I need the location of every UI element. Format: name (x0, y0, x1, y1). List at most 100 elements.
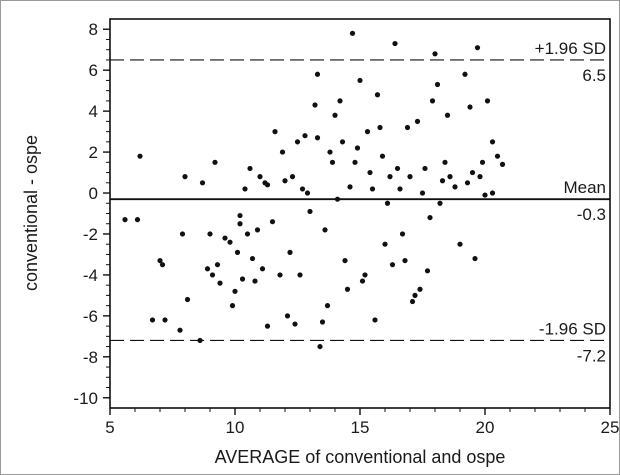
y-tick-label: 8 (89, 20, 98, 39)
reference-line-value: 6.5 (582, 66, 606, 85)
data-point (254, 227, 261, 233)
data-point (342, 257, 348, 264)
data-point (277, 272, 283, 278)
data-point (204, 266, 211, 272)
data-point (329, 159, 336, 165)
data-point (482, 192, 488, 198)
data-point (312, 102, 318, 108)
data-point (382, 241, 388, 247)
y-tick-label: 4 (89, 102, 98, 121)
data-point (387, 174, 393, 180)
y-tick-label: 2 (89, 143, 98, 162)
data-point (422, 165, 428, 172)
data-point (427, 214, 433, 221)
data-point (397, 186, 403, 192)
data-point (302, 133, 308, 139)
data-point (349, 30, 356, 36)
x-tick-label: 10 (226, 418, 245, 437)
data-point (347, 184, 353, 190)
y-tick-label: -6 (83, 307, 98, 326)
data-point (319, 319, 326, 325)
data-point (209, 272, 216, 278)
data-point (372, 317, 378, 323)
data-point (314, 71, 321, 77)
data-point (337, 98, 343, 104)
data-point (264, 323, 271, 329)
data-point (237, 212, 243, 219)
data-point (464, 180, 471, 186)
data-point (297, 272, 303, 278)
data-point (404, 124, 411, 131)
data-point (137, 153, 143, 159)
data-point (462, 71, 468, 77)
data-point (159, 262, 166, 268)
data-point (317, 343, 323, 350)
data-point (392, 40, 398, 47)
x-tick-label: 25 (601, 418, 620, 437)
data-point (357, 77, 363, 84)
data-point (374, 92, 381, 98)
plot-area (109, 18, 611, 409)
data-point (122, 217, 128, 223)
y-tick-label: -4 (83, 266, 98, 285)
data-point (177, 327, 183, 333)
data-point (344, 286, 351, 292)
data-point (234, 249, 241, 255)
data-point (417, 286, 423, 292)
data-point (354, 145, 361, 151)
data-point (419, 190, 426, 196)
data-point (162, 317, 168, 323)
data-point (437, 200, 443, 206)
x-axis: 5 10 15 20 25 (105, 408, 619, 437)
reference-lines: +1.96 SD 6.5 Mean -0.3 -1.96 SD -7.2 (110, 39, 610, 365)
data-point (242, 186, 248, 192)
data-point (134, 217, 141, 223)
reference-line-value: -7.2 (577, 346, 606, 365)
data-point (334, 196, 341, 202)
data-point (222, 235, 228, 241)
data-point (259, 266, 266, 272)
data-point (212, 159, 218, 165)
x-tick-label: 20 (476, 418, 495, 437)
data-point (394, 165, 401, 172)
data-point (414, 118, 421, 124)
data-point (299, 186, 306, 192)
data-point (314, 135, 321, 141)
data-point (379, 153, 386, 159)
data-point (359, 278, 366, 284)
data-point (322, 227, 328, 233)
data-point (182, 174, 188, 180)
y-axis-label: conventional - ospe (21, 135, 41, 291)
data-point (442, 159, 448, 165)
x-axis-label: AVERAGE of conventional and ospe (215, 447, 506, 467)
x-tick-label: 5 (105, 418, 114, 437)
data-point (474, 45, 481, 51)
data-point (457, 241, 463, 247)
data-point (369, 186, 376, 192)
data-point (184, 296, 191, 303)
data-point (489, 190, 496, 196)
data-point (384, 200, 391, 206)
y-tick-label: -8 (83, 348, 98, 367)
x-tick-label: 15 (351, 418, 370, 437)
data-point (304, 190, 311, 196)
data-point (377, 124, 383, 131)
data-point (362, 272, 368, 278)
reference-line-label: +1.96 SD (535, 39, 606, 58)
data-point (272, 129, 278, 135)
data-point (434, 81, 441, 88)
data-point (332, 112, 338, 118)
data-point (237, 221, 243, 227)
data-point (229, 303, 236, 309)
data-points (122, 30, 506, 350)
reference-line-value: -0.3 (577, 205, 606, 224)
data-point (244, 231, 251, 237)
data-point (407, 174, 413, 180)
data-point (409, 298, 416, 305)
data-point (399, 231, 406, 237)
data-point (279, 149, 286, 155)
y-tick-label: -10 (73, 389, 98, 408)
data-point (239, 276, 246, 282)
y-tick-label: -2 (83, 225, 98, 244)
